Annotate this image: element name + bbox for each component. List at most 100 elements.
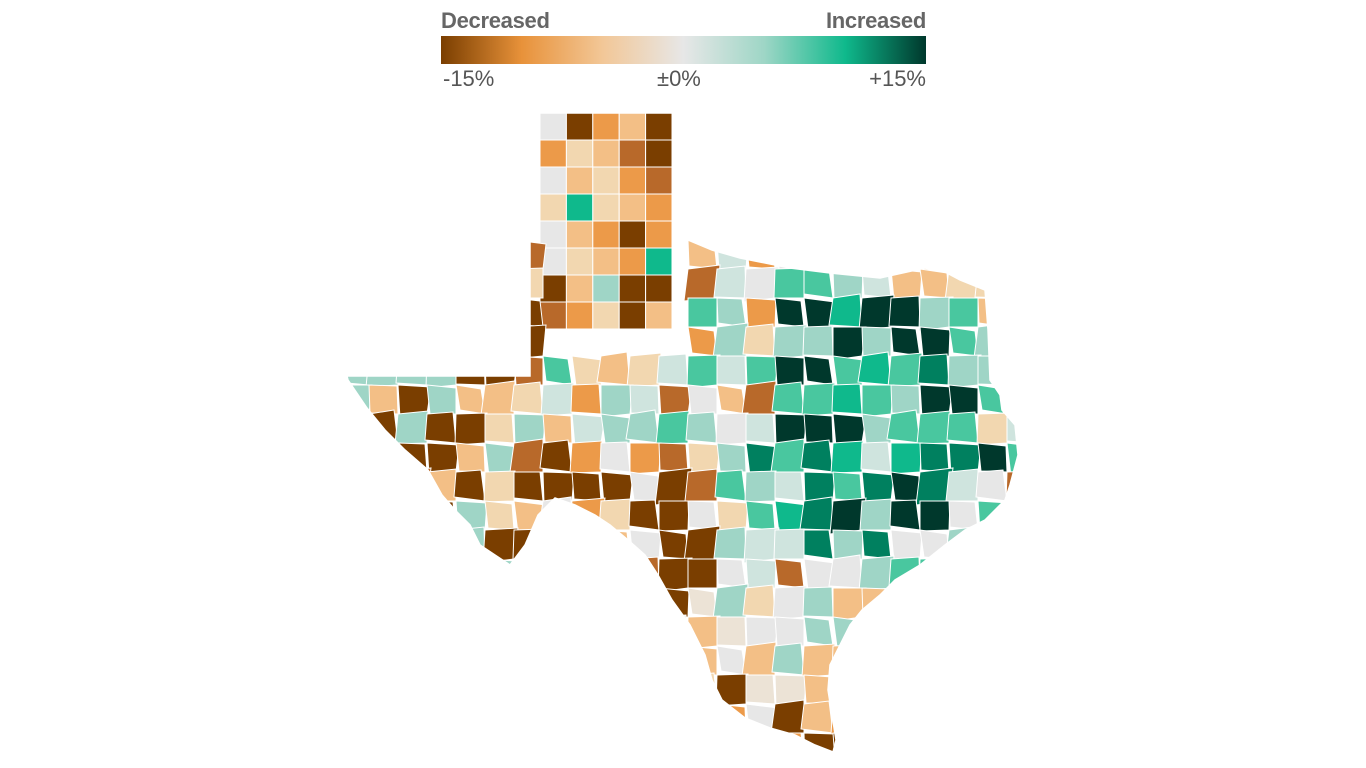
county-392 <box>655 671 690 706</box>
county-420 <box>770 699 805 734</box>
county-297 <box>687 558 718 589</box>
county-217 <box>453 469 486 502</box>
county-387 <box>513 674 547 708</box>
county-342 <box>596 612 631 647</box>
county-402 <box>946 672 979 705</box>
county-424 <box>890 703 923 736</box>
county-242 <box>484 500 515 531</box>
county-51 <box>774 239 808 273</box>
county-415 <box>629 703 662 736</box>
county-73 <box>861 268 892 299</box>
county-223 <box>629 471 660 502</box>
county-42 <box>367 238 399 270</box>
county-85 <box>513 297 544 328</box>
county-409 <box>455 703 486 734</box>
county-346 <box>716 616 747 647</box>
county-186 <box>946 411 979 444</box>
county-370 <box>716 645 747 676</box>
county-234 <box>945 468 979 502</box>
county-144 <box>426 384 457 415</box>
county-423 <box>860 702 892 734</box>
county-128 <box>656 353 689 386</box>
county-121 <box>455 355 486 386</box>
county-403 <box>976 673 1010 707</box>
county-156 <box>771 381 805 415</box>
county-141 <box>347 384 373 418</box>
county-446 <box>832 732 863 752</box>
county-406 <box>368 703 401 736</box>
county-158 <box>831 383 863 415</box>
county-380 <box>1002 641 1018 677</box>
county-95 <box>948 297 979 328</box>
county-200 <box>658 442 689 473</box>
county-447 <box>861 732 895 752</box>
county-2 <box>565 113 594 141</box>
county-284 <box>1004 527 1018 564</box>
county-140 <box>1006 355 1018 390</box>
county-212 <box>1006 442 1018 477</box>
county-329 <box>919 587 951 619</box>
county-127 <box>626 352 662 388</box>
county-451 <box>975 730 1008 752</box>
county-394 <box>715 673 749 707</box>
county-344 <box>656 614 689 647</box>
county-386 <box>484 674 515 705</box>
county-129 <box>686 354 721 389</box>
county-10 <box>645 139 673 168</box>
county-291 <box>513 558 544 589</box>
county-74 <box>890 268 923 301</box>
county-433 <box>453 730 486 752</box>
county-372 <box>771 642 805 676</box>
county-176 <box>655 410 690 445</box>
county-130 <box>716 355 747 386</box>
county-91 <box>828 293 863 328</box>
county-113 <box>919 326 951 358</box>
county-265 <box>452 526 486 560</box>
county-289 <box>455 558 486 589</box>
county-388 <box>542 674 573 705</box>
county-417 <box>687 703 721 737</box>
county-263 <box>397 529 428 560</box>
county-133 <box>803 355 834 386</box>
county-38 <box>592 301 620 330</box>
county-5 <box>645 113 673 141</box>
county-414 <box>599 702 631 734</box>
county-299 <box>745 558 777 590</box>
county-80 <box>366 295 399 328</box>
county-75 <box>919 268 950 299</box>
county-189 <box>347 441 370 473</box>
county-40 <box>645 301 673 330</box>
county-428 <box>1006 703 1018 738</box>
county-260 <box>1006 500 1018 531</box>
county-145 <box>455 384 486 415</box>
county-196 <box>539 439 573 473</box>
county-86 <box>687 297 718 328</box>
county-335 <box>395 614 428 647</box>
county-17 <box>565 193 594 222</box>
county-114 <box>948 326 979 357</box>
county-270 <box>600 529 631 560</box>
county-381 <box>347 674 370 705</box>
county-4 <box>618 113 647 141</box>
county-422 <box>830 701 864 735</box>
county-219 <box>513 471 544 502</box>
county-165 <box>347 413 370 444</box>
county-211 <box>977 442 1008 473</box>
county-314 <box>481 584 515 618</box>
county-274 <box>713 526 747 560</box>
county-33 <box>592 274 620 303</box>
county-193 <box>455 442 486 473</box>
county-37 <box>565 301 594 330</box>
county-384 <box>424 672 457 705</box>
county-178 <box>715 412 749 446</box>
county-155 <box>741 380 777 416</box>
county-343 <box>626 613 662 649</box>
county-52 <box>799 235 834 270</box>
county-198 <box>599 441 631 473</box>
county-360 <box>426 645 457 676</box>
county-326 <box>832 587 867 622</box>
county-39 <box>618 301 647 330</box>
county-64 <box>452 265 486 299</box>
county-319 <box>629 587 660 618</box>
county-188 <box>1006 413 1018 444</box>
